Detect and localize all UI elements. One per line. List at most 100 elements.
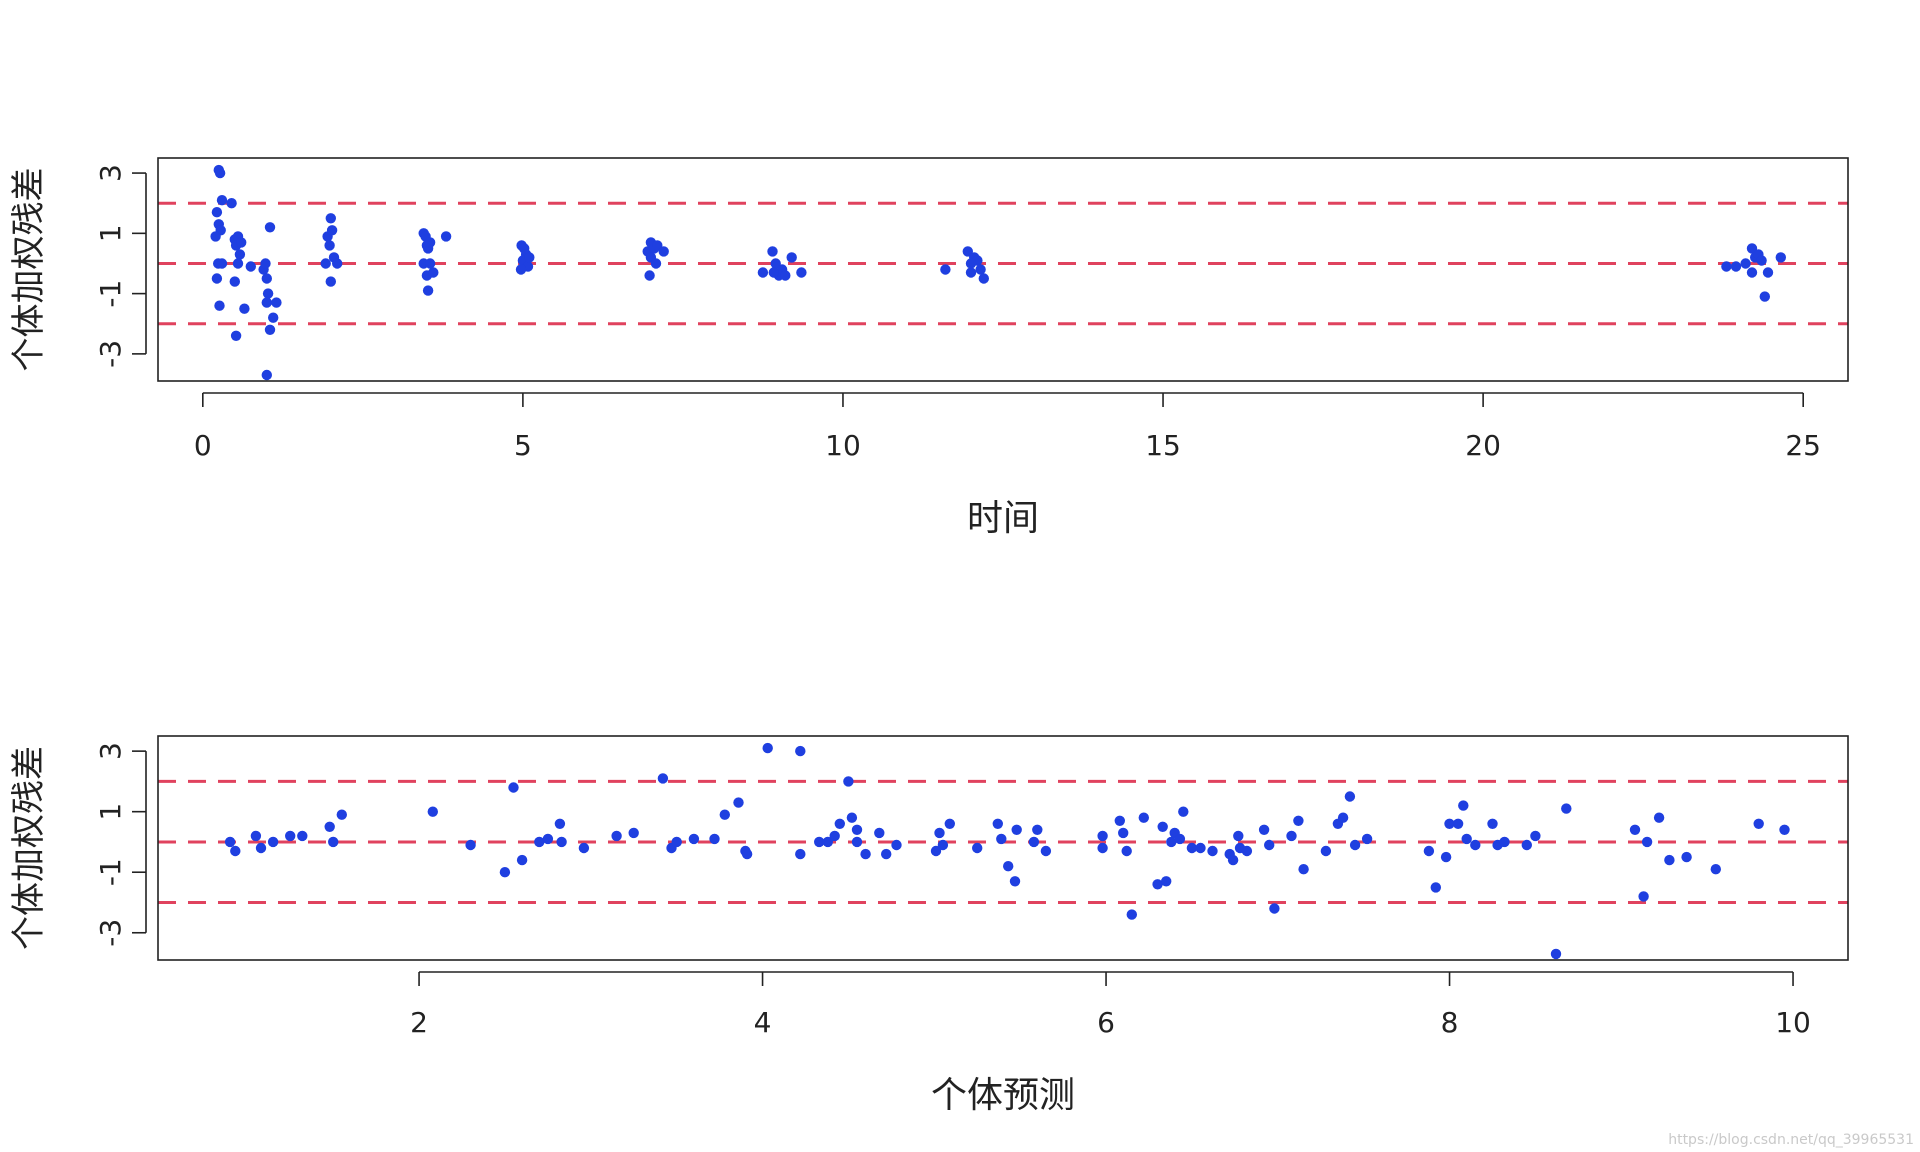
- data-point: [261, 369, 272, 381]
- y-tick-label: -3: [94, 919, 127, 947]
- data-point: [611, 830, 622, 842]
- data-point: [1161, 876, 1172, 887]
- data-point: [1241, 845, 1253, 857]
- data-point: [424, 258, 436, 269]
- data-point: [230, 845, 241, 857]
- residual-vs-time-panel: 0 5 10 15 20 25 3 1 -1 -3 时间 个体加权残差: [9, 157, 1849, 539]
- data-point: [733, 797, 744, 808]
- data-point: [1264, 839, 1275, 851]
- data-point: [996, 833, 1007, 845]
- data-point: [1430, 882, 1442, 893]
- data-point: [260, 258, 271, 269]
- data-point: [650, 258, 662, 269]
- data-point: [671, 836, 682, 848]
- data-point: [325, 276, 336, 287]
- data-point: [874, 827, 885, 839]
- data-point: [930, 845, 942, 857]
- data-point: [422, 285, 434, 296]
- data-point: [688, 833, 700, 845]
- data-point: [822, 836, 833, 848]
- data-point: [795, 745, 806, 757]
- data-point: [297, 830, 308, 842]
- data-point: [239, 303, 250, 314]
- data-point: [978, 273, 989, 284]
- y-axis-title: 个体加权残差: [9, 168, 49, 372]
- data-point: [1521, 839, 1533, 851]
- y-tick-label: 1: [94, 224, 127, 242]
- data-point: [891, 839, 902, 851]
- data-point: [658, 246, 669, 257]
- data-point: [328, 836, 339, 848]
- data-point: [1361, 833, 1373, 845]
- x-tick-label: 2: [410, 1006, 428, 1039]
- data-point: [424, 237, 436, 248]
- data-point: [843, 776, 854, 787]
- y-tick-label: -1: [94, 280, 127, 308]
- data-point: [1349, 839, 1361, 851]
- data-point: [657, 773, 669, 784]
- data-point: [1746, 267, 1758, 278]
- data-point: [940, 264, 951, 275]
- data-point: [1028, 836, 1040, 848]
- data-point: [1681, 851, 1692, 863]
- data-point: [1157, 821, 1168, 832]
- data-point: [709, 833, 720, 845]
- data-point: [1730, 261, 1742, 272]
- data-point: [1721, 261, 1732, 272]
- data-point: [230, 330, 242, 341]
- data-point: [1344, 791, 1356, 802]
- data-point: [767, 246, 778, 257]
- data-point: [245, 261, 256, 272]
- data-point: [1550, 948, 1562, 960]
- data-point: [324, 240, 335, 251]
- data-point: [1114, 815, 1126, 826]
- data-point: [1298, 864, 1309, 875]
- x-tick-label: 20: [1465, 429, 1501, 462]
- data-point: [1040, 845, 1052, 857]
- data-point: [325, 213, 336, 224]
- data-point: [515, 264, 527, 275]
- data-point: [232, 258, 244, 269]
- y-tick-label: 1: [94, 803, 127, 821]
- data-point: [1653, 812, 1665, 823]
- data-point: [1011, 824, 1022, 835]
- data-point: [524, 252, 535, 263]
- data-point: [1756, 255, 1767, 266]
- data-point: [1423, 845, 1435, 857]
- data-point: [934, 827, 945, 839]
- x-tick-label: 10: [825, 429, 861, 462]
- data-point: [860, 848, 871, 860]
- data-point: [332, 258, 343, 269]
- data-point: [1470, 839, 1481, 851]
- data-point: [1753, 818, 1764, 829]
- data-point: [226, 198, 237, 209]
- data-point: [428, 267, 439, 278]
- x-tick-label: 8: [1441, 1006, 1459, 1039]
- data-point: [229, 276, 240, 287]
- y-tick-label: -1: [94, 858, 127, 886]
- data-point: [516, 854, 528, 866]
- data-point: [264, 324, 276, 335]
- data-point: [326, 225, 338, 236]
- data-point: [336, 809, 347, 820]
- residual-vs-prediction-panel: 2 4 6 8 10 3 1 -1 -3 个体预测 个体加权残差: [9, 735, 1849, 1116]
- data-point: [1561, 803, 1572, 814]
- data-point: [267, 836, 279, 848]
- data-point: [975, 264, 986, 275]
- x-tick-label: 5: [514, 429, 532, 462]
- data-point: [1174, 833, 1186, 845]
- data-point: [261, 297, 272, 308]
- data-point: [1186, 842, 1198, 854]
- data-point: [216, 258, 228, 269]
- data-point: [814, 836, 825, 848]
- data-point: [1009, 876, 1021, 887]
- data-point: [1641, 836, 1653, 848]
- data-point: [508, 782, 519, 793]
- data-point: [1740, 258, 1751, 269]
- data-point: [1629, 824, 1641, 835]
- data-point: [1138, 812, 1150, 823]
- data-point: [1461, 833, 1472, 845]
- data-point: [1126, 909, 1138, 920]
- x-axis-title: 时间: [967, 498, 1039, 539]
